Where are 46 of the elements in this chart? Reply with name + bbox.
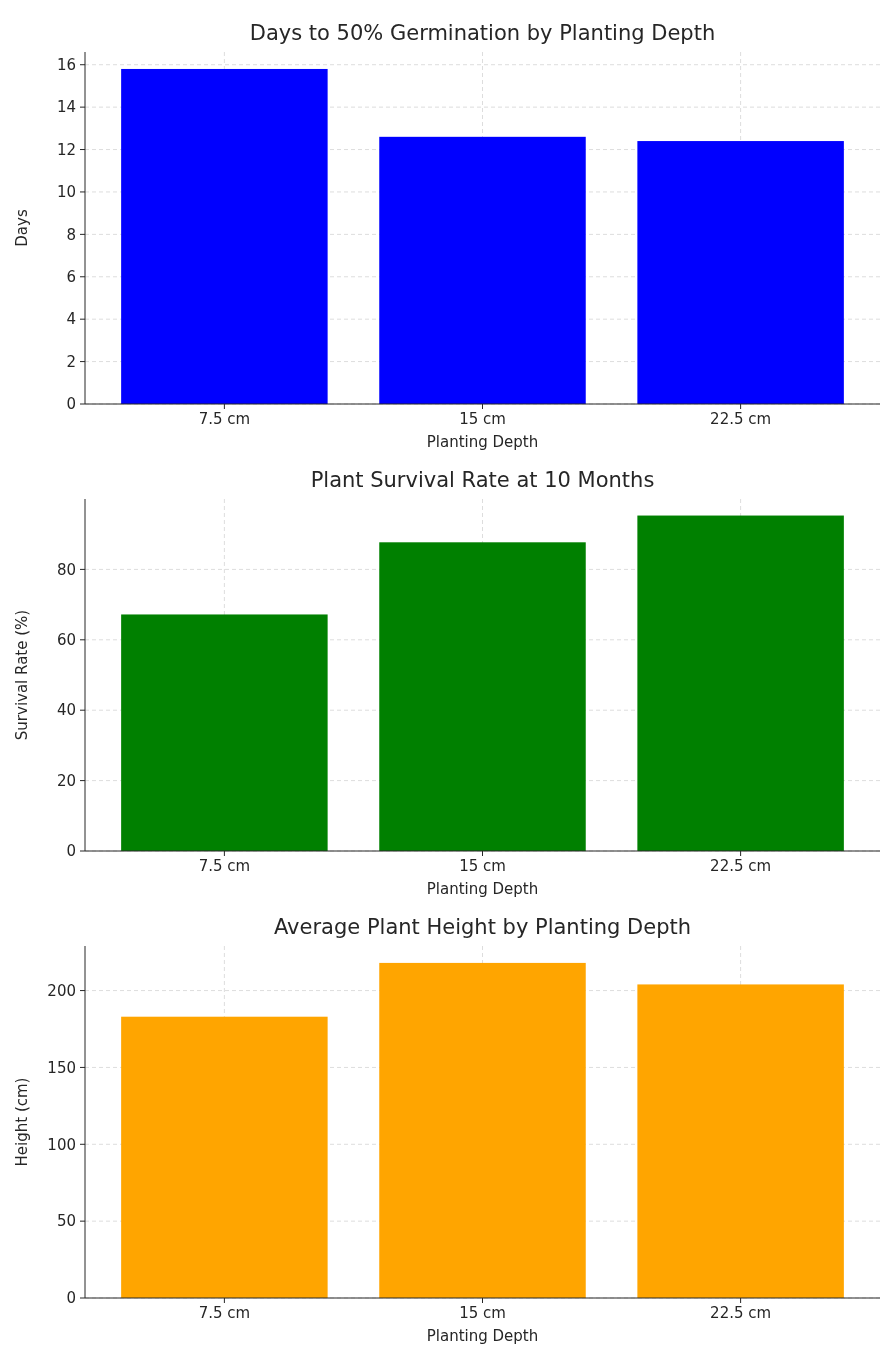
y-tick-label: 4 (66, 310, 76, 329)
y-tick-label: 0 (66, 395, 76, 414)
y-tick-label: 16 (56, 55, 76, 74)
bar (121, 1016, 328, 1298)
bar (379, 962, 586, 1298)
y-tick-label: 6 (66, 268, 76, 287)
chart-title: Plant Survival Rate at 10 Months (310, 468, 655, 492)
y-tick-label: 200 (47, 981, 76, 1000)
y-tick-label: 14 (56, 98, 76, 117)
y-tick-label: 0 (66, 1289, 76, 1308)
x-tick-label: 22.5 cm (710, 1304, 772, 1322)
y-tick-label: 12 (56, 140, 76, 159)
y-tick-label: 40 (56, 701, 76, 720)
x-axis-title: Planting Depth (426, 880, 539, 898)
x-tick-label: 7.5 cm (198, 410, 251, 428)
bar (379, 136, 586, 404)
y-tick-label: 10 (56, 183, 76, 202)
y-axis-title: Survival Rate (%) (13, 609, 31, 741)
bar (637, 141, 844, 404)
y-tick-label: 50 (56, 1212, 76, 1231)
y-tick-label: 150 (47, 1058, 76, 1077)
bar (121, 68, 328, 404)
x-tick-label: 15 cm (459, 1304, 506, 1322)
x-tick-label: 7.5 cm (198, 1304, 251, 1322)
y-axis-title: Days (13, 209, 31, 247)
x-tick-label: 22.5 cm (710, 857, 772, 875)
y-tick-label: 0 (66, 842, 76, 861)
bar (379, 542, 586, 851)
x-axis-title: Planting Depth (426, 1327, 539, 1345)
x-tick-label: 22.5 cm (710, 410, 772, 428)
y-tick-label: 2 (66, 352, 76, 371)
y-axis-title: Height (cm) (13, 1077, 31, 1167)
bar (121, 614, 328, 851)
x-tick-label: 15 cm (459, 410, 506, 428)
y-tick-label: 100 (47, 1135, 76, 1154)
bar (637, 984, 844, 1298)
x-axis-title: Planting Depth (426, 433, 539, 451)
x-tick-label: 15 cm (459, 857, 506, 875)
y-tick-label: 80 (56, 560, 76, 579)
y-tick-label: 8 (66, 225, 76, 244)
chart-title: Days to 50% Germination by Planting Depth (249, 21, 716, 45)
y-tick-label: 60 (56, 631, 76, 650)
y-tick-label: 20 (56, 771, 76, 790)
bar (637, 515, 844, 851)
x-tick-label: 7.5 cm (198, 857, 251, 875)
chart-title: Average Plant Height by Planting Depth (273, 915, 692, 939)
